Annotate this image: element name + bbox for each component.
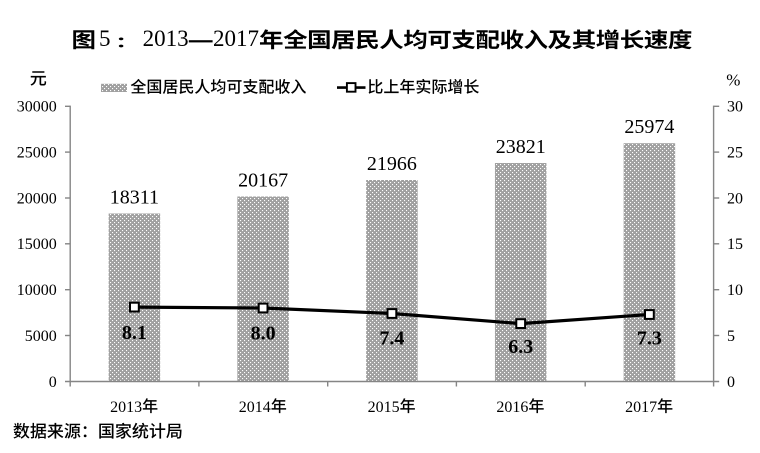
svg-text:2016: 2016 [496, 399, 528, 416]
svg-text:30: 30 [727, 99, 743, 116]
svg-text:25974: 25974 [624, 116, 674, 138]
svg-text:8.0: 8.0 [251, 323, 276, 345]
svg-text:25000: 25000 [17, 145, 57, 162]
svg-text:0: 0 [727, 374, 735, 391]
svg-text:2013: 2013 [110, 399, 142, 416]
svg-text:20167: 20167 [238, 170, 288, 192]
svg-text:21966: 21966 [367, 153, 417, 175]
svg-text:2017: 2017 [213, 26, 259, 51]
svg-text:25: 25 [727, 145, 743, 162]
svg-text:18311: 18311 [110, 187, 159, 209]
svg-text:2015: 2015 [368, 399, 400, 416]
svg-text:0: 0 [49, 374, 57, 391]
svg-text:5000: 5000 [25, 328, 57, 345]
svg-text:2017: 2017 [625, 399, 657, 416]
svg-text:%: % [726, 70, 740, 89]
svg-text:7.4: 7.4 [379, 328, 404, 350]
svg-text:7.3: 7.3 [637, 327, 662, 349]
svg-text:20: 20 [727, 190, 743, 207]
svg-text:20000: 20000 [17, 190, 57, 207]
svg-text:15000: 15000 [17, 236, 57, 253]
svg-text:6.3: 6.3 [508, 336, 533, 358]
svg-text:23821: 23821 [496, 136, 546, 158]
svg-text:10000: 10000 [17, 282, 57, 299]
svg-text:2014: 2014 [239, 399, 271, 416]
svg-text:15: 15 [727, 236, 743, 253]
svg-text:8.1: 8.1 [122, 322, 147, 344]
svg-text:5: 5 [99, 26, 111, 51]
svg-text:5: 5 [727, 328, 735, 345]
svg-text:2013: 2013 [143, 26, 189, 51]
svg-text:10: 10 [727, 282, 743, 299]
svg-text:30000: 30000 [17, 99, 57, 116]
